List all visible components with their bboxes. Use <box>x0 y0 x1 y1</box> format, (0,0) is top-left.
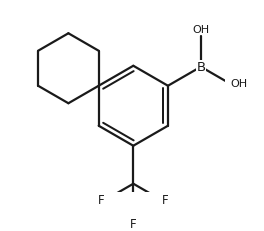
Text: F: F <box>162 193 169 206</box>
Text: OH: OH <box>230 79 247 89</box>
Text: F: F <box>130 217 137 230</box>
Text: B: B <box>196 61 205 74</box>
Text: F: F <box>98 193 105 206</box>
Text: OH: OH <box>192 25 209 35</box>
